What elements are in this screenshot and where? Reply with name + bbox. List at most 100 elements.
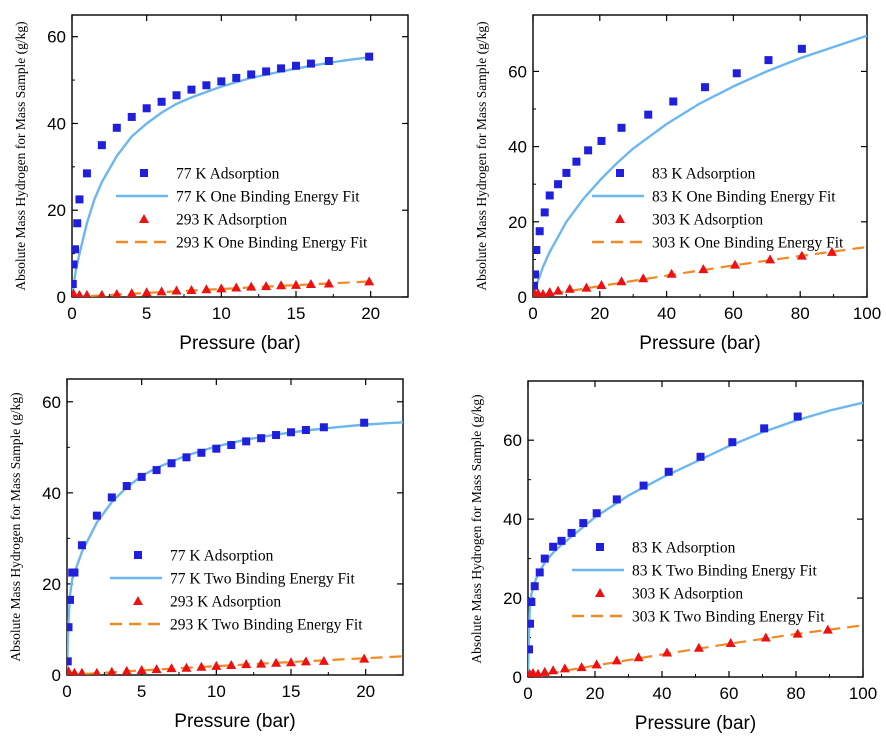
data-point [216, 283, 227, 293]
y-tick-label: 20 [508, 213, 527, 232]
data-point [157, 97, 166, 106]
x-axis-label: Pressure (bar) [635, 713, 756, 734]
data-point [167, 459, 176, 468]
legend-label: 77 K Two Binding Energy Fit [170, 571, 355, 588]
x-tick-label: 15 [282, 682, 301, 701]
legend-symbol [139, 214, 149, 223]
legend-symbol [595, 588, 605, 597]
data-point [596, 279, 607, 289]
data-point [559, 663, 570, 673]
data-point [72, 279, 77, 288]
y-tick-label: 0 [57, 288, 66, 307]
data-point [535, 227, 544, 236]
legend-label: 293 K Adsorption [176, 212, 287, 229]
data-point [186, 285, 197, 295]
series-line [72, 280, 371, 297]
y-tick-label: 0 [518, 288, 527, 307]
x-tick-label: 80 [787, 684, 806, 703]
y-axis-label: Absolute Mass Hydrogen for Mass Sample (… [8, 392, 23, 661]
data-point [579, 519, 588, 528]
legend-label: 303 K Adsorption [652, 212, 763, 229]
data-point [92, 667, 101, 675]
x-tick-label: 20 [590, 304, 609, 323]
data-point [277, 64, 286, 73]
data-point [765, 254, 776, 264]
data-point [793, 412, 802, 421]
y-tick-label: 60 [508, 62, 527, 81]
data-point [172, 91, 181, 100]
y-tick-label: 0 [513, 668, 522, 687]
data-point [181, 662, 192, 672]
legend: 83 K Adsorption 83 K One Binding Energy F… [592, 166, 844, 252]
data-point [201, 284, 212, 294]
data-point [797, 44, 806, 53]
data-point [166, 663, 177, 673]
x-axis-label: Pressure (bar) [179, 333, 300, 354]
data-point [554, 180, 563, 189]
data-point [300, 656, 311, 666]
data-point [764, 56, 773, 65]
data-point [549, 542, 558, 551]
data-point [323, 278, 334, 288]
legend-symbol [615, 214, 625, 223]
legend-label: 293 K One Binding Energy Fit [176, 235, 368, 252]
data-point [242, 437, 251, 446]
x-tick-label: 5 [142, 304, 151, 323]
legend-label: 83 K Adsorption [632, 540, 736, 557]
chart-panel-3: 0 5 10 15 20 0 20 40 60 Pressure (bar) Absolute Ma… [8, 378, 404, 732]
x-tick-label: 0 [528, 304, 537, 323]
data-point [212, 444, 221, 453]
data-point [142, 104, 151, 113]
data-point [196, 661, 207, 671]
plot-data [67, 418, 404, 675]
plot-data [533, 34, 868, 297]
data-point [272, 431, 281, 440]
data-point [664, 467, 673, 476]
data-point [544, 287, 555, 297]
data-point [75, 289, 84, 297]
data-point [324, 56, 333, 65]
data-point [318, 655, 329, 665]
y-tick-label: 60 [503, 431, 522, 450]
series-line [67, 421, 404, 675]
data-point [365, 52, 374, 61]
data-point [540, 208, 549, 217]
data-point [701, 83, 710, 92]
data-point [247, 70, 256, 79]
data-point [301, 426, 310, 435]
data-point [528, 619, 535, 628]
legend-symbol [596, 543, 604, 551]
data-point [792, 628, 803, 638]
data-point [796, 250, 807, 260]
data-point [644, 110, 653, 119]
data-point [276, 280, 287, 290]
legend-label: 303 K Adsorption [632, 586, 743, 603]
y-tick-label: 40 [508, 138, 527, 157]
x-tick-label: 0 [523, 684, 532, 703]
x-tick-label: 5 [137, 682, 146, 701]
data-point [171, 285, 182, 295]
data-point [72, 260, 78, 269]
x-tick-label: 0 [62, 682, 71, 701]
y-tick-label: 60 [42, 393, 61, 412]
data-point [533, 270, 540, 279]
data-point [535, 568, 544, 577]
data-point [617, 123, 626, 132]
legend-label: 77 K Adsorption [170, 548, 274, 565]
data-point [760, 632, 771, 642]
data-point [127, 112, 136, 121]
data-point [728, 438, 737, 447]
data-point [67, 623, 73, 632]
data-point [121, 665, 132, 675]
x-tick-label: 40 [653, 684, 672, 703]
y-tick-label: 0 [52, 666, 61, 685]
x-tick-label: 20 [586, 684, 605, 703]
data-point [562, 168, 571, 177]
series-line [67, 655, 404, 675]
data-point [576, 662, 587, 672]
x-axis-label: Pressure (bar) [174, 711, 295, 732]
data-point [156, 286, 167, 296]
data-point [553, 285, 564, 295]
chart-panel-4: 0 20 40 60 80 100 0 20 40 60 Pressure (bar) Absolut… [469, 380, 877, 734]
x-tick-label: 20 [361, 304, 380, 323]
